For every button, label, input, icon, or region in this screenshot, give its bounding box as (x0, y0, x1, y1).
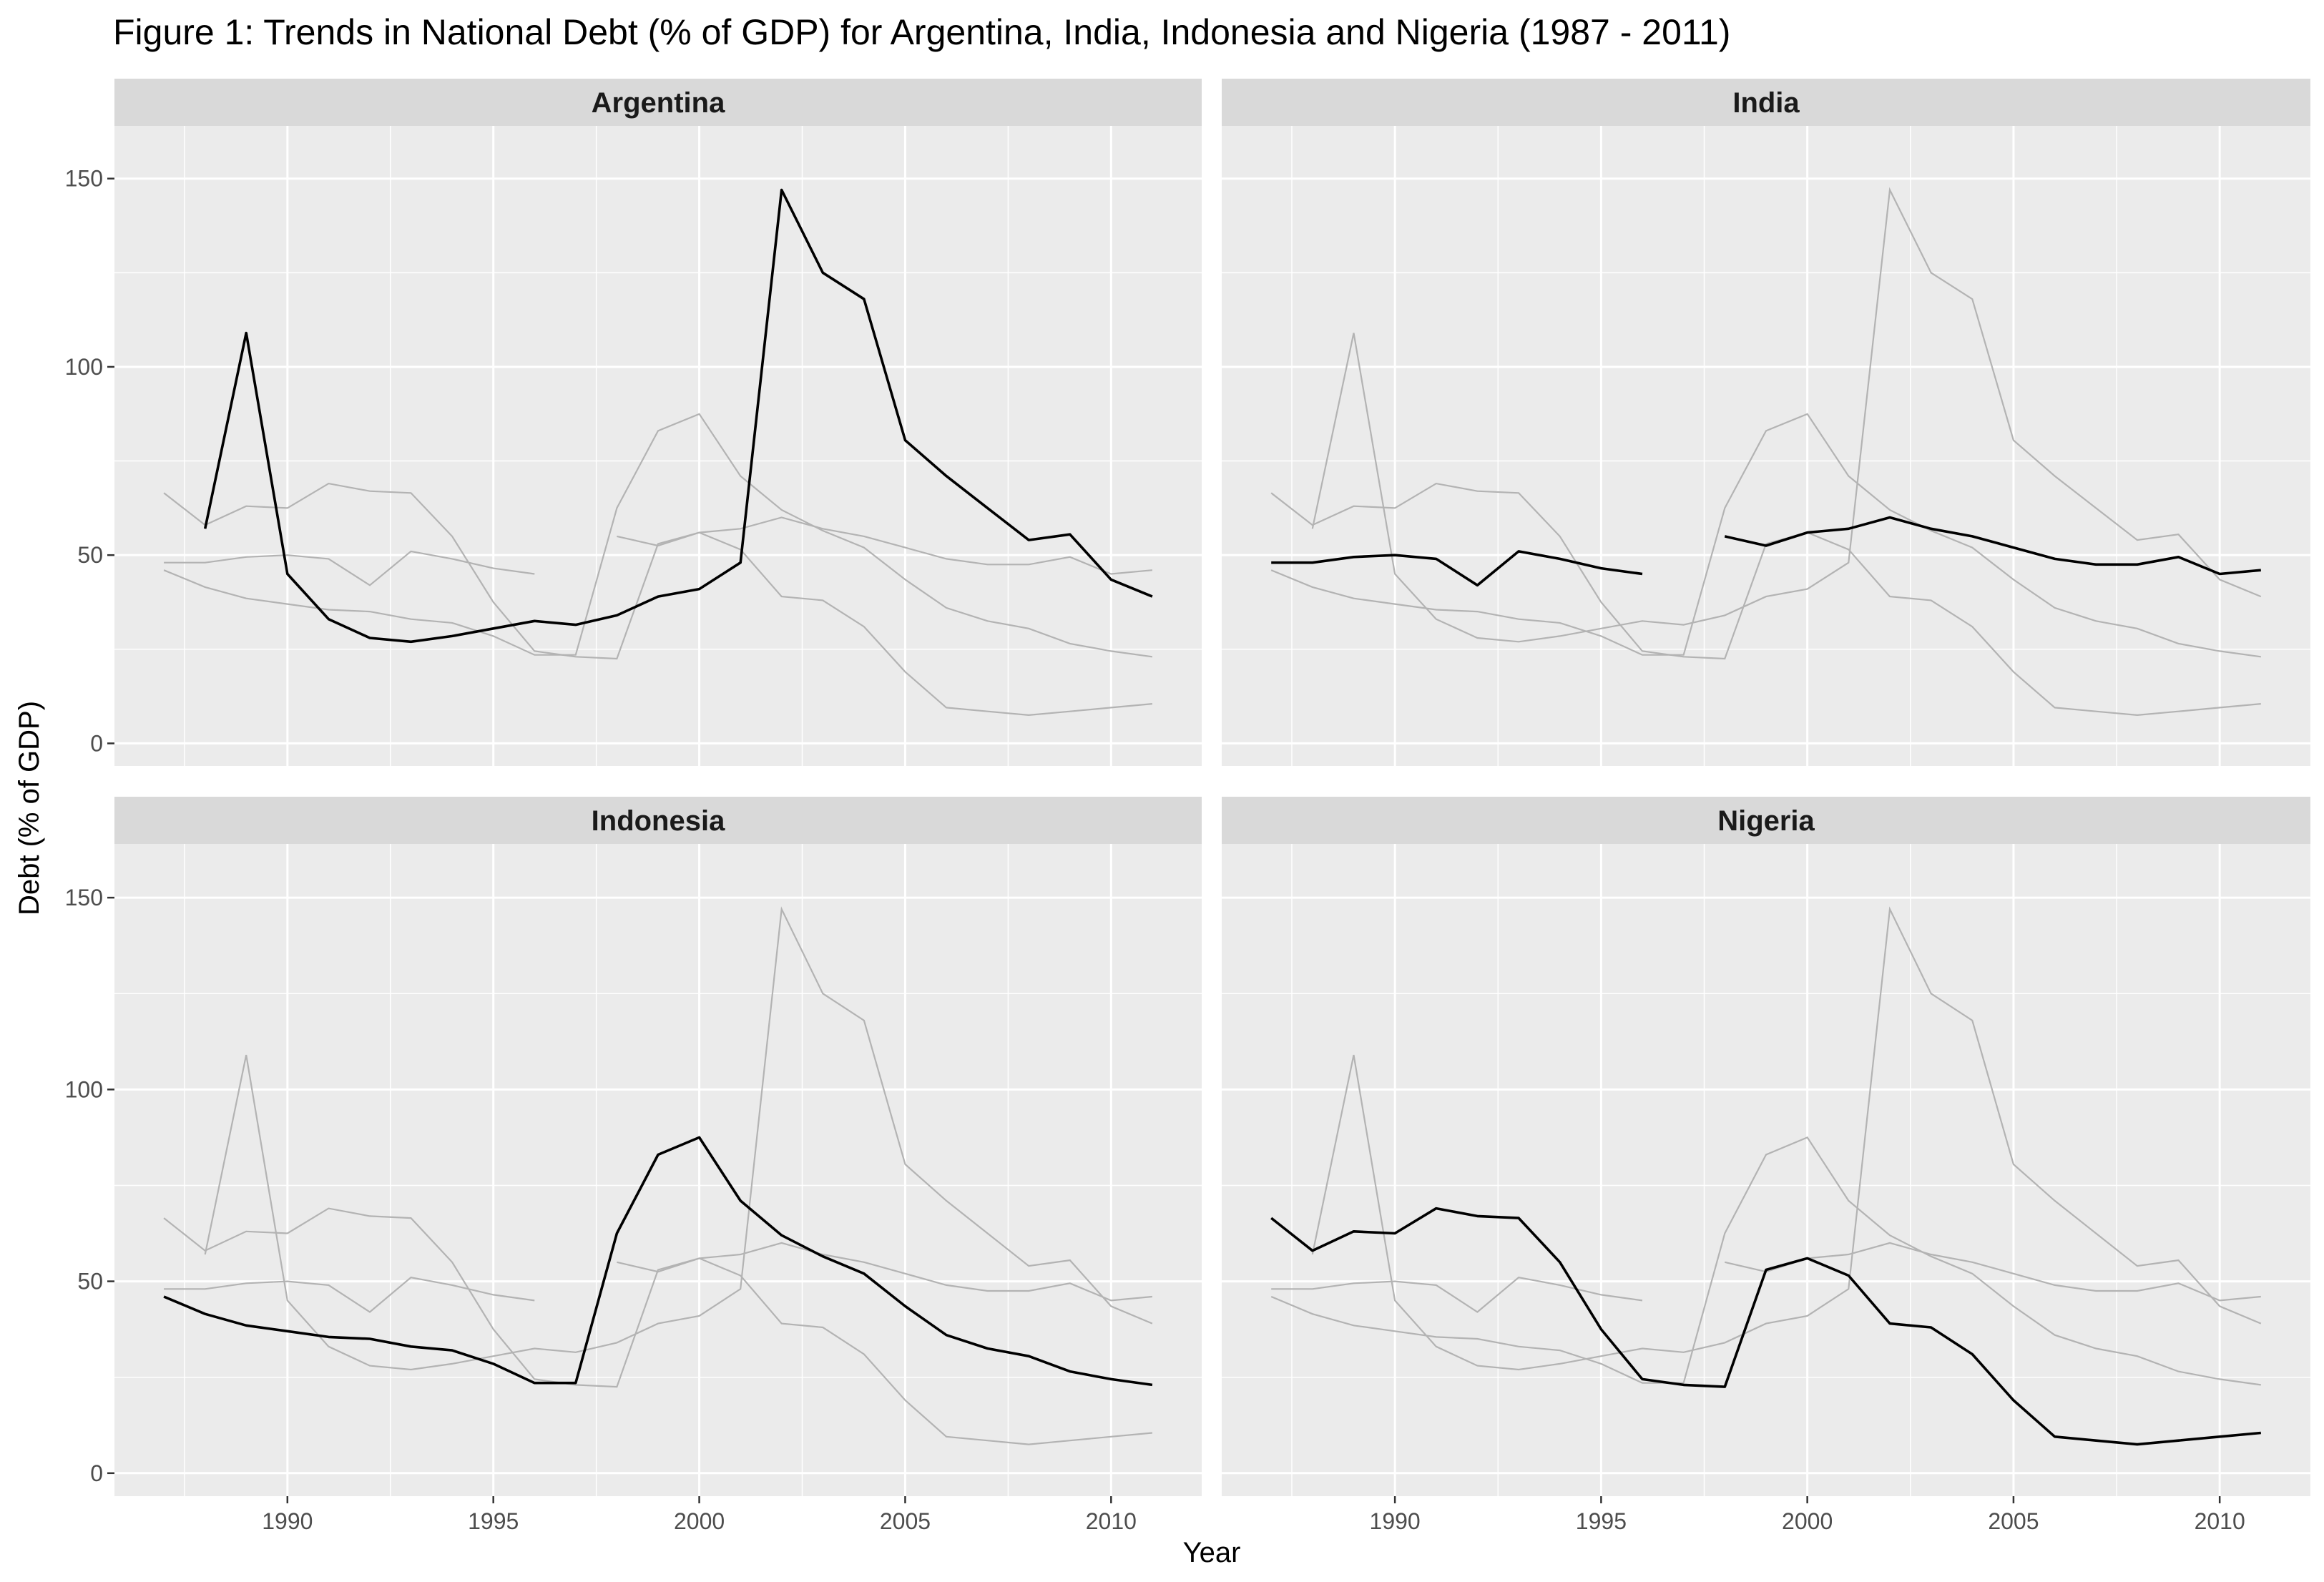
series-line-background-argentina (204, 906, 1153, 1371)
facet-panel-indonesia: Indonesia 0 50 100 150 1990 1995 2000 2005 2010 (65, 797, 1202, 1534)
facet-strip-label: India (1732, 87, 1800, 119)
x-tick-label: 2010 (2195, 1508, 2245, 1534)
x-tick-label: 2005 (1988, 1508, 2039, 1534)
x-axis-label: Year (1183, 1537, 1241, 1568)
series-line-background-indonesia (163, 413, 1153, 658)
facet-strip (114, 797, 1202, 844)
series-line-argentina (203, 188, 1153, 644)
x-tick-label: 1990 (1370, 1508, 1421, 1534)
series-line-background-indonesia (1270, 413, 2261, 658)
y-tick-label: 50 (77, 1269, 103, 1294)
series-line-nigeria (1270, 1207, 2261, 1446)
facet-strip (1222, 79, 2310, 126)
series-line-background-india (164, 550, 535, 586)
series-line-background-nigeria (163, 482, 1153, 717)
facet-strip-label: Indonesia (592, 805, 725, 837)
series-line-background-argentina (1311, 906, 2262, 1371)
facet-panel-india: India (1222, 79, 2310, 766)
series-line-background-india (617, 1242, 1153, 1302)
facet-strip-label: Nigeria (1717, 805, 1815, 837)
y-axis-label: Debt (% of GDP) (14, 701, 45, 915)
panel-background (114, 126, 1202, 766)
series-line-india (1271, 550, 1643, 587)
series-line-background-indonesia (1270, 1136, 2261, 1386)
panel-background (114, 844, 1202, 1496)
y-tick-label: 150 (65, 885, 103, 910)
series-line-background-india (1725, 1242, 2261, 1302)
x-tick-label: 1995 (1576, 1508, 1627, 1534)
x-tick-label: 2000 (674, 1508, 725, 1534)
x-tick-label: 2010 (1086, 1508, 1137, 1534)
facet-strip (1222, 797, 2310, 844)
y-tick-label: 0 (90, 1460, 103, 1486)
series-line-background-india (617, 516, 1153, 575)
y-tick-label: 100 (65, 354, 103, 380)
x-tick-label: 1995 (468, 1508, 519, 1534)
series-line-background-india (164, 1277, 535, 1313)
x-tick-label: 1990 (262, 1508, 313, 1534)
series-line-background-nigeria (1270, 482, 2261, 717)
facet-panel-argentina: Argentina 0 50 100 150 (65, 79, 1202, 766)
y-tick-label: 0 (90, 730, 103, 756)
chart-title: Figure 1: Trends in National Debt (% of … (113, 12, 1730, 52)
y-tick-label: 100 (65, 1076, 103, 1102)
series-line-background-argentina (1311, 187, 2262, 643)
facet-strip (114, 79, 1202, 126)
series-line-background-india (1271, 1277, 1643, 1313)
series-line-india (1724, 516, 2261, 576)
series-line-indonesia (163, 1136, 1153, 1387)
x-tick-label: 2005 (880, 1508, 931, 1534)
facet-panels: Argentina 0 50 100 150 India Indonesia 0 50 100 15… (65, 79, 2310, 1534)
facet-panel-nigeria: Nigeria 1990 1995 2000 2005 2010 (1222, 797, 2310, 1534)
panel-background (1222, 844, 2310, 1496)
x-tick-label: 2000 (1782, 1508, 1833, 1534)
series-line-background-nigeria (163, 1207, 1153, 1445)
y-tick-label: 50 (77, 542, 103, 568)
panel-background (1222, 126, 2310, 766)
y-tick-label: 150 (65, 166, 103, 192)
facet-strip-label: Argentina (592, 87, 725, 119)
